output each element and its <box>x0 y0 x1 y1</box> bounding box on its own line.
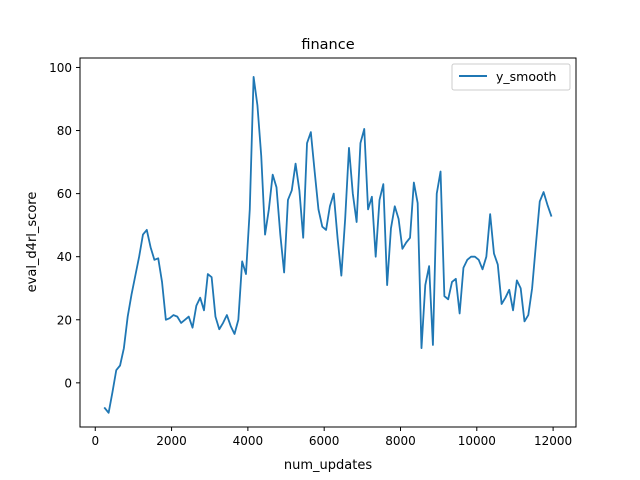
y-tick-label: 100 <box>49 61 72 75</box>
x-tick-label: 12000 <box>534 434 572 448</box>
y-tick-label: 60 <box>57 187 72 201</box>
x-tick-label: 4000 <box>233 434 264 448</box>
y-tick-label: 20 <box>57 313 72 327</box>
y-axis-label: eval_d4rl_score <box>25 192 40 293</box>
y-tick-label: 40 <box>57 250 72 264</box>
x-axis-label: num_updates <box>284 458 372 473</box>
y-tick-label: 0 <box>64 376 72 390</box>
plot-area <box>79 57 577 428</box>
x-axis-ticks: 0 2000 4000 6000 8000 10000 12000 <box>91 427 572 448</box>
x-tick-label: 10000 <box>458 434 496 448</box>
legend: y_smooth <box>451 63 571 91</box>
y-axis-ticks: 0 20 40 60 80 100 <box>49 61 80 390</box>
x-tick-label: 6000 <box>309 434 340 448</box>
legend-box <box>451 63 571 91</box>
y-tick-label: 80 <box>57 124 72 138</box>
axes-frame <box>79 57 577 428</box>
legend-label-y-smooth: y_smooth <box>496 69 556 84</box>
chart-title: finance <box>301 37 354 53</box>
x-tick-label: 2000 <box>156 434 187 448</box>
series-line-y-smooth <box>103 76 553 414</box>
x-tick-label: 0 <box>91 434 99 448</box>
x-tick-label: 8000 <box>385 434 416 448</box>
